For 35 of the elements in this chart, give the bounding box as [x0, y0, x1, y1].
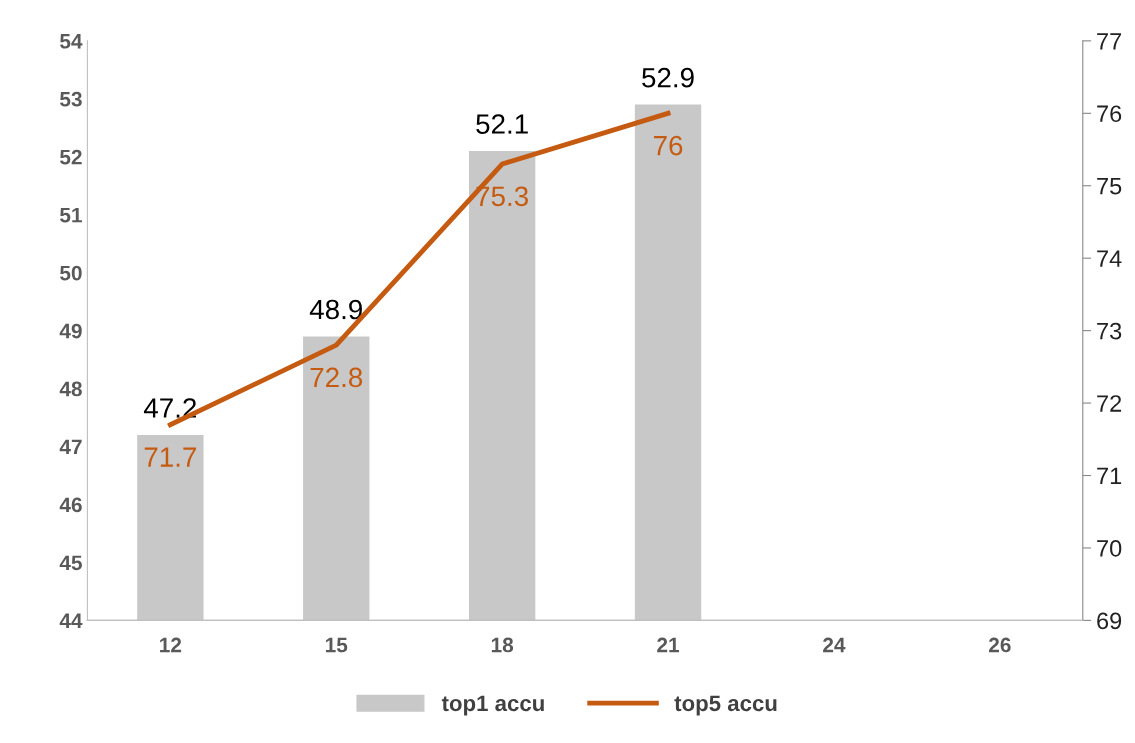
y2-tick-label: 75 [1097, 178, 1122, 195]
y-tick-label: 51 [60, 207, 82, 223]
y-tick-label: 48 [59, 381, 82, 397]
y2-tick-label: 74 [1097, 250, 1122, 267]
x-tick-label: 26 [988, 637, 1011, 653]
y2-tick-label: 71 [1097, 467, 1122, 485]
data-label: 72.8 [310, 367, 363, 388]
data-label: 76 [654, 135, 683, 156]
data-label: 75.3 [476, 186, 528, 207]
y-tick-label: 46 [59, 497, 82, 513]
data-label: 52.9 [642, 67, 694, 88]
y2-tick-label: 69 [1097, 612, 1122, 630]
data-label: 48.9 [309, 299, 362, 320]
legend-label: top5 accu [674, 695, 777, 716]
x-tick-label: 24 [823, 637, 846, 653]
y-tick-label: 52 [60, 149, 82, 165]
y-tick-label: 47 [59, 439, 82, 455]
y-tick-label: 54 [60, 34, 83, 49]
data-label: 52.1 [476, 114, 528, 134]
y-tick-label: 49 [59, 323, 82, 339]
legend-label: top1 accu [441, 695, 544, 716]
y-tick-label: 53 [60, 91, 82, 107]
y-tick-label: 45 [59, 555, 82, 571]
y2-tick-label: 73 [1097, 322, 1122, 340]
x-tick-label: 15 [325, 637, 348, 653]
y2-tick-label: 76 [1097, 105, 1122, 123]
y-tick-label: 44 [59, 613, 83, 628]
x-tick-label: 21 [657, 637, 680, 653]
x-tick-label: 12 [160, 637, 182, 653]
data-label: 71.7 [144, 447, 196, 467]
y-tick-label: 50 [60, 265, 82, 281]
y2-tick-label: 77 [1097, 33, 1122, 50]
x-tick-label: 18 [491, 637, 514, 653]
y2-tick-label: 70 [1097, 540, 1122, 557]
y2-tick-label: 72 [1097, 395, 1122, 412]
